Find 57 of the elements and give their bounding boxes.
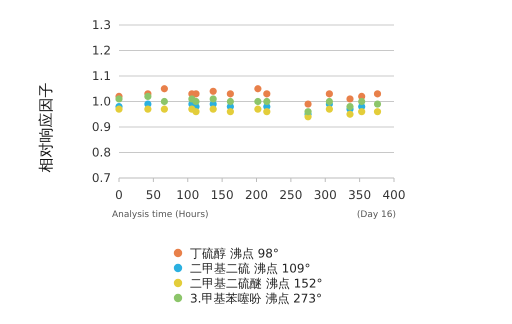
- x-tick-label: 400: [382, 188, 406, 202]
- y-tick-label: 0.8: [92, 146, 111, 160]
- x-tick-label: 150: [210, 188, 234, 202]
- point: [374, 108, 382, 116]
- y-tick-label: 0.9: [92, 120, 111, 134]
- legend-label: 丁硫醇 沸点 98°: [190, 246, 279, 260]
- x-axis-title: Analysis time (Hours): [112, 210, 209, 220]
- x-tick-label: 100: [176, 188, 200, 202]
- y-tick-label: 1.1: [92, 69, 111, 83]
- point: [358, 98, 366, 106]
- point: [160, 85, 168, 92]
- point: [346, 103, 354, 110]
- point: [210, 88, 217, 95]
- point: [304, 108, 312, 116]
- point: [346, 110, 354, 118]
- point: [115, 106, 123, 113]
- point: [374, 100, 382, 108]
- x-tick-label: 50: [146, 188, 162, 202]
- y-tick-label: 1.3: [92, 18, 111, 32]
- point: [254, 106, 262, 113]
- x-tick-label: 350: [348, 188, 372, 202]
- point: [192, 108, 200, 116]
- x-tick-label: 200: [245, 188, 268, 202]
- point: [192, 98, 200, 106]
- x-tick-label: 0: [115, 188, 123, 202]
- point: [160, 106, 168, 113]
- legend-label: 3.甲基苯噻吩 沸点 273°: [190, 292, 322, 306]
- point: [115, 95, 123, 103]
- point: [358, 108, 366, 116]
- y-tick-label: 1.0: [92, 94, 111, 108]
- x-tick-label: 300: [314, 188, 337, 202]
- y-tick-label: 1.2: [92, 44, 111, 58]
- point: [326, 90, 333, 98]
- y-axis-title: 相对响应因子: [37, 82, 55, 172]
- point: [226, 90, 234, 98]
- point: [144, 106, 152, 113]
- point: [254, 98, 262, 106]
- point: [263, 98, 270, 106]
- legend-label: 二甲基二硫醚 沸点 152°: [190, 276, 323, 290]
- point: [346, 95, 354, 103]
- point: [210, 95, 217, 103]
- point: [226, 98, 234, 106]
- legend-label: 二甲基二硫 沸点 109°: [190, 262, 311, 276]
- point: [263, 90, 270, 98]
- point: [160, 98, 168, 106]
- point: [326, 98, 333, 106]
- point: [254, 85, 262, 92]
- point: [374, 90, 382, 98]
- point: [210, 106, 217, 113]
- x-tick-label: 250: [279, 188, 302, 202]
- point: [326, 106, 333, 113]
- text: (Day 16): [356, 210, 396, 220]
- y-tick-label: 0.7: [92, 171, 111, 185]
- point: [263, 108, 270, 116]
- point: [144, 92, 152, 100]
- point: [226, 108, 234, 116]
- point: [304, 100, 312, 108]
